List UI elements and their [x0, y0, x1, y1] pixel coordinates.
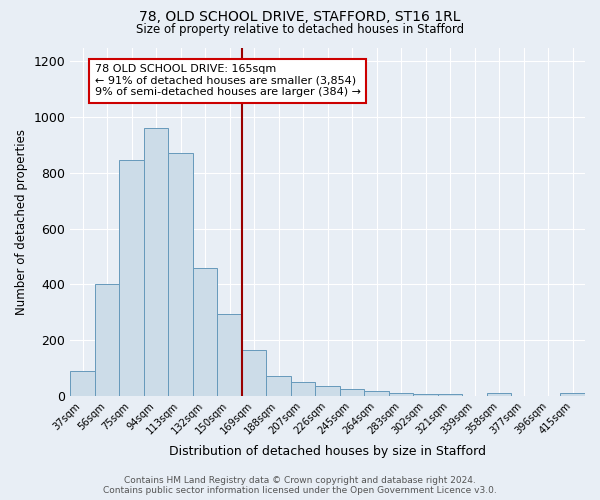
Y-axis label: Number of detached properties: Number of detached properties	[15, 128, 28, 314]
Bar	[169, 154, 193, 396]
Bar	[291, 382, 316, 396]
Bar	[217, 314, 242, 396]
Bar	[144, 128, 169, 396]
Text: Size of property relative to detached houses in Stafford: Size of property relative to detached ho…	[136, 22, 464, 36]
Bar	[242, 350, 266, 396]
Text: Contains HM Land Registry data © Crown copyright and database right 2024.
Contai: Contains HM Land Registry data © Crown c…	[103, 476, 497, 495]
Bar	[438, 394, 463, 396]
Bar	[119, 160, 144, 396]
Bar	[487, 394, 511, 396]
Bar	[389, 394, 413, 396]
Bar	[266, 376, 291, 396]
Text: 78, OLD SCHOOL DRIVE, STAFFORD, ST16 1RL: 78, OLD SCHOOL DRIVE, STAFFORD, ST16 1RL	[139, 10, 461, 24]
Bar	[193, 268, 217, 396]
Bar	[413, 394, 438, 396]
Bar	[95, 284, 119, 396]
Bar	[560, 394, 585, 396]
Bar	[70, 370, 95, 396]
Bar	[316, 386, 340, 396]
Bar	[364, 390, 389, 396]
Bar	[340, 388, 364, 396]
X-axis label: Distribution of detached houses by size in Stafford: Distribution of detached houses by size …	[169, 444, 486, 458]
Text: 78 OLD SCHOOL DRIVE: 165sqm
← 91% of detached houses are smaller (3,854)
9% of s: 78 OLD SCHOOL DRIVE: 165sqm ← 91% of det…	[95, 64, 361, 98]
